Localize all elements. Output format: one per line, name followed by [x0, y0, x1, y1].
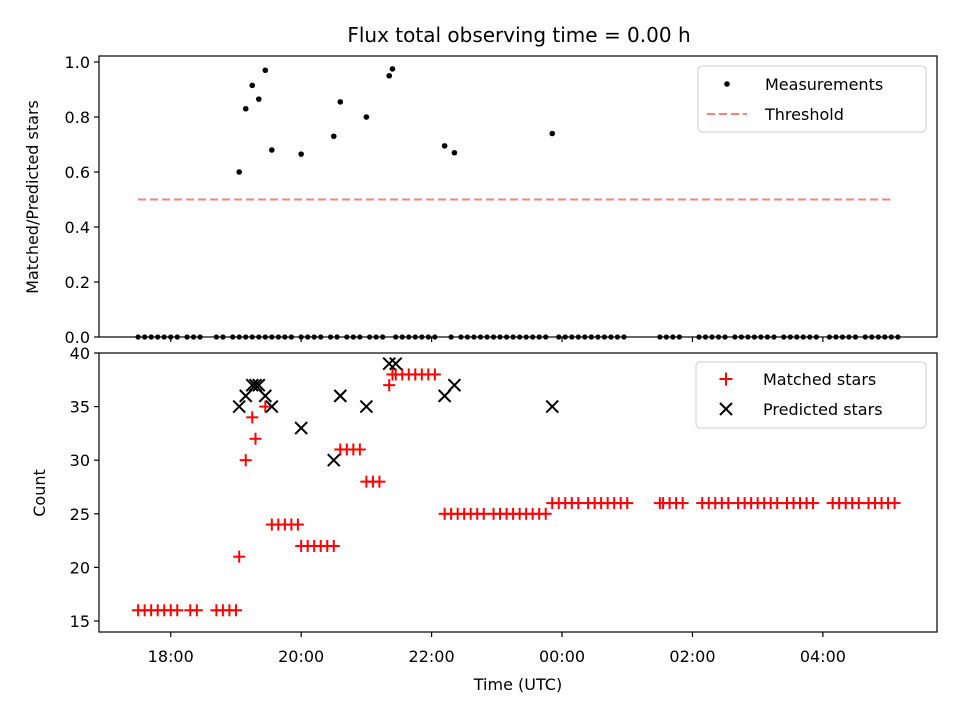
bottom-y-tick-label: 15 — [70, 612, 90, 631]
predicted-star-point — [437, 389, 452, 403]
measurement-point — [451, 149, 458, 156]
bottom-x-tick-label: 04:00 — [800, 647, 846, 666]
legend-threshold-label: Threshold — [764, 105, 844, 124]
top-axes-frame — [98, 55, 938, 338]
predicted-star-point — [545, 399, 559, 414]
predicted-star-point — [294, 421, 308, 435]
top-x-ticks — [170, 337, 824, 342]
measurement-point — [549, 130, 556, 137]
top-y-tick-label: 0.4 — [65, 218, 90, 237]
measurement-point — [363, 114, 370, 120]
predicted-star-point — [252, 378, 266, 392]
top-y-axis-label: Matched/Predicted stars — [23, 100, 42, 294]
bottom-y-tick-label: 40 — [70, 344, 90, 363]
bottom-y-tick-label: 30 — [70, 451, 90, 470]
matched-star-point — [621, 497, 634, 510]
measurement-point — [262, 67, 269, 74]
bottom-y-tick-label: 20 — [70, 558, 90, 577]
bottom-y-tick-label: 35 — [70, 398, 90, 417]
legend-predicted-label: Predicted stars — [763, 400, 883, 419]
bottom-y-tick-label: 25 — [70, 505, 90, 524]
top-y-tick-label: 1.0 — [65, 53, 90, 72]
matched-star-point — [249, 432, 262, 445]
predicted-star-point — [333, 389, 347, 403]
measurement-point — [249, 82, 256, 89]
matched-star-point — [291, 518, 304, 531]
legend-matched-label: Matched stars — [763, 370, 876, 389]
top-y-tick-label: 0.2 — [65, 273, 90, 292]
bottom-panel: 15 20 25 30 35 40 18:00 20:00 22:00 00:00 02:00 04… — [30, 344, 938, 694]
top-legend-frame — [697, 65, 927, 133]
matched-star-point — [539, 507, 552, 520]
legend-predicted-marker — [719, 402, 733, 416]
legend-measurements-marker — [724, 81, 730, 87]
bottom-legend-frame — [695, 361, 927, 429]
bottom-x-tick-label: 00:00 — [539, 647, 585, 666]
measurement-point — [441, 143, 448, 149]
matched-star-point — [676, 497, 689, 510]
matched-star-point — [807, 497, 820, 510]
matched-star-point — [386, 368, 399, 381]
matched-star-point — [229, 604, 242, 617]
predicted-star-point — [327, 453, 341, 467]
top-legend: Measurements Threshold — [697, 65, 927, 133]
matched-star-point — [246, 411, 259, 424]
legend-measurements-label: Measurements — [765, 75, 883, 94]
bottom-x-tick-label: 18:00 — [148, 647, 194, 666]
bottom-x-ticks: 18:00 20:00 22:00 00:00 02:00 04:00 — [148, 632, 846, 666]
matched-star-point — [353, 443, 366, 456]
chart-title: Flux total observing time = 0.00 h — [347, 23, 690, 47]
top-y-tick-label: 0.6 — [65, 163, 90, 182]
measurement-point — [269, 147, 275, 153]
matched-star-point — [233, 550, 246, 563]
matched-star-point — [171, 604, 184, 617]
measurement-point — [298, 151, 304, 157]
legend-matched-marker — [719, 372, 733, 386]
measurement-point — [255, 96, 262, 102]
bottom-plot-marks — [132, 357, 901, 617]
bottom-y-axis-label: Count — [30, 469, 49, 517]
x-axis-label: Time (UTC) — [473, 675, 562, 694]
matched-star-point — [888, 497, 901, 510]
measurement-point — [337, 99, 344, 105]
top-panel: 0.0 0.2 0.4 0.6 0.8 1.0 Matched/Predicted sta… — [23, 53, 938, 347]
bottom-legend: Matched stars Predicted stars — [695, 361, 927, 429]
predicted-star-point — [447, 378, 462, 392]
measurement-point — [389, 66, 396, 72]
matched-star-point — [373, 475, 386, 488]
matched-star-point — [428, 368, 441, 381]
top-y-tick-label: 0.0 — [65, 328, 90, 347]
predicted-star-point — [248, 378, 263, 392]
matched-star-point — [259, 400, 272, 413]
bottom-x-tick-label: 20:00 — [278, 647, 324, 666]
matched-star-point — [327, 539, 340, 552]
bottom-y-ticks: 15 20 25 30 35 40 — [70, 344, 99, 631]
measurement-point — [236, 169, 243, 175]
matched-star-point — [190, 604, 203, 617]
top-y-tick-label: 0.8 — [65, 108, 90, 127]
predicted-star-point — [232, 399, 246, 414]
predicted-star-point — [359, 399, 374, 414]
measurement-point — [242, 105, 249, 112]
predicted-star-point — [265, 399, 279, 414]
predicted-star-point — [239, 389, 253, 403]
predicted-star-point — [245, 378, 259, 392]
top-y-ticks: 0.0 0.2 0.4 0.6 0.8 1.0 — [65, 53, 99, 347]
bottom-x-tick-label: 02:00 — [669, 647, 715, 666]
bottom-x-tick-label: 22:00 — [409, 647, 455, 666]
matched-star-point — [383, 379, 396, 392]
matched-star-point — [239, 454, 252, 467]
measurement-point — [386, 72, 393, 79]
predicted-star-point — [258, 389, 273, 403]
predicted-star-point — [382, 357, 396, 371]
measurement-point — [330, 133, 337, 140]
bottom-axes-frame — [98, 352, 938, 633]
predicted-star-point — [389, 357, 403, 371]
